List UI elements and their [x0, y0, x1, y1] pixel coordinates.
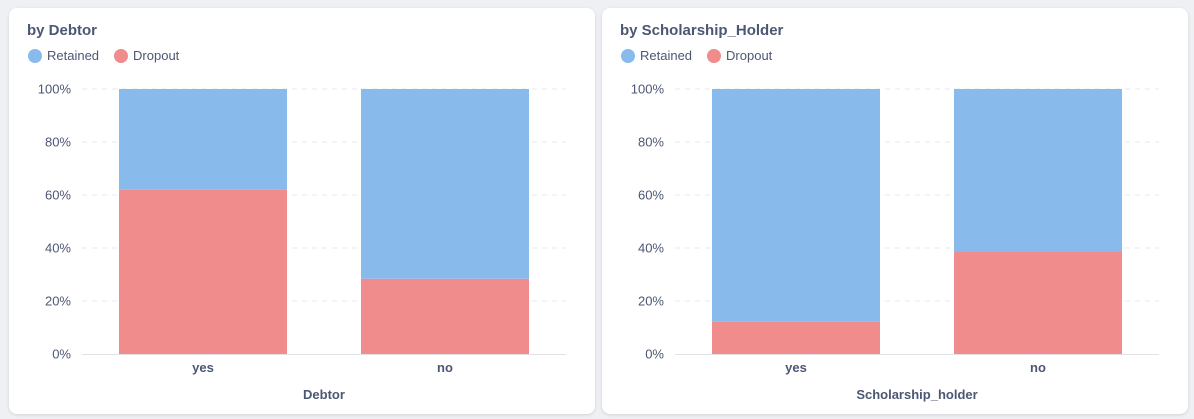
stacked-bar-chart-scholarship: 0% 20% 40% 60% 80% 100% yes no Scholarship_holde… — [631, 82, 1159, 402]
y-tick-label: 0% — [52, 347, 71, 362]
legend-dot-dropout — [707, 48, 722, 63]
y-tick-label: 100% — [631, 82, 665, 97]
bar-retained-no — [954, 89, 1122, 252]
legend-dot-dropout — [114, 48, 129, 63]
legend-label-dropout: Dropout — [133, 48, 180, 63]
chart-title[interactable]: by Scholarship_Holder — [620, 22, 784, 39]
y-tick-label: 60% — [638, 188, 664, 203]
legend: Retained Dropout — [28, 48, 194, 63]
bar-dropout-yes — [712, 321, 880, 354]
x-tick-label: yes — [192, 360, 214, 375]
y-tick-label: 0% — [645, 347, 664, 362]
legend-item-retained[interactable]: Retained — [621, 48, 692, 63]
bar-retained-yes — [119, 89, 287, 190]
legend-item-retained[interactable]: Retained — [28, 48, 99, 63]
x-tick-label: no — [1030, 360, 1046, 375]
y-tick-label: 40% — [638, 241, 664, 256]
bar-retained-yes — [712, 89, 880, 322]
x-axis-title: Scholarship_holder — [856, 387, 977, 402]
bar-dropout-yes — [119, 189, 287, 354]
y-tick-label: 20% — [45, 294, 71, 309]
y-tick-label: 20% — [638, 294, 664, 309]
chart-card-debtor: by Debtor Retained Dropout 0% 20% 40% 60% 80… — [9, 8, 595, 414]
bar-retained-no — [361, 89, 529, 279]
legend-item-dropout[interactable]: Dropout — [114, 48, 179, 63]
legend-dot-retained — [621, 48, 635, 63]
x-tick-label: yes — [785, 360, 807, 375]
legend-label-dropout: Dropout — [726, 48, 773, 63]
y-tick-label: 80% — [45, 135, 71, 150]
legend-dot-retained — [28, 48, 42, 63]
legend-label-retained: Retained — [640, 48, 693, 63]
bar-dropout-no — [361, 278, 529, 354]
y-tick-label: 80% — [638, 135, 664, 150]
y-tick-label: 100% — [38, 82, 72, 97]
stacked-bar-chart-debtor: 0% 20% 40% 60% 80% 100% yes no Debtor — [38, 82, 566, 402]
y-tick-label: 60% — [45, 188, 71, 203]
legend-item-dropout[interactable]: Dropout — [707, 48, 772, 63]
x-axis-title: Debtor — [303, 387, 345, 402]
y-tick-label: 40% — [45, 241, 71, 256]
legend: Retained Dropout — [621, 48, 787, 63]
chart-title[interactable]: by Debtor — [27, 22, 98, 39]
x-tick-label: no — [437, 360, 453, 375]
bar-dropout-no — [954, 251, 1122, 354]
chart-card-scholarship: by Scholarship_Holder Retained Dropout 0… — [602, 8, 1188, 414]
legend-label-retained: Retained — [47, 48, 100, 63]
